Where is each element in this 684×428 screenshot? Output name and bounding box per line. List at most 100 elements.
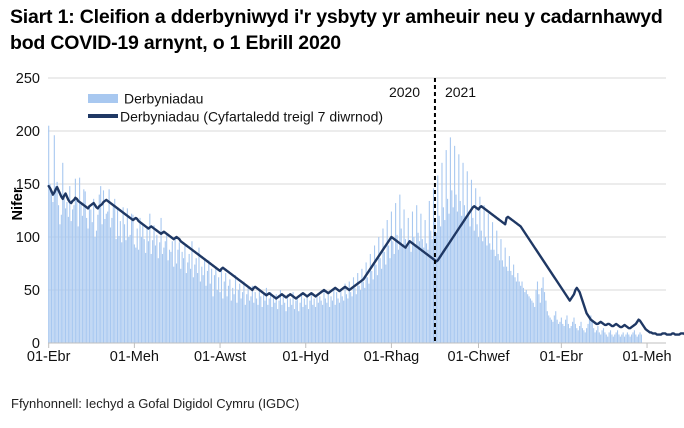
y-tick-label: 200 <box>16 124 40 140</box>
bar <box>98 194 100 343</box>
bar <box>240 298 242 343</box>
y-tick-label: 250 <box>16 71 40 87</box>
bar <box>609 330 612 343</box>
bar <box>306 296 308 343</box>
legend-item[interactable]: Derbyniadau <box>88 89 203 106</box>
bar <box>355 294 357 343</box>
bar <box>558 323 560 343</box>
legend-label: Derbyniadau <box>124 90 204 107</box>
bar <box>324 298 326 343</box>
bar <box>244 304 246 343</box>
bar <box>76 200 78 343</box>
bar <box>393 253 395 343</box>
bar <box>489 243 491 343</box>
bar <box>626 332 628 343</box>
bar <box>140 237 142 343</box>
bar <box>219 292 221 343</box>
source-note: Ffynhonnell: Iechyd a Gofal Digidol Cymr… <box>11 396 300 411</box>
bar <box>579 326 581 343</box>
bar <box>352 277 355 343</box>
bar <box>208 260 210 343</box>
bar <box>229 279 231 343</box>
bar <box>52 202 54 343</box>
bar <box>538 294 540 343</box>
bar <box>288 306 290 343</box>
bar <box>168 249 171 343</box>
bar <box>156 234 158 343</box>
bar <box>580 321 582 343</box>
bar <box>344 283 346 343</box>
bar <box>607 336 609 343</box>
bar <box>528 296 530 343</box>
bar <box>125 240 127 343</box>
bar <box>100 186 102 343</box>
bar <box>510 270 512 343</box>
legend-bar-swatch-icon <box>88 93 118 103</box>
bar <box>109 227 112 343</box>
bar <box>438 215 440 343</box>
bar <box>128 237 130 343</box>
bar <box>410 251 412 343</box>
bar <box>254 292 256 343</box>
bar <box>497 253 499 343</box>
bar <box>66 202 68 343</box>
bar <box>583 330 585 343</box>
bar <box>338 302 340 343</box>
bar <box>86 217 88 343</box>
bar <box>590 315 592 343</box>
bar <box>147 241 149 343</box>
bar <box>79 177 81 343</box>
bar <box>173 266 175 343</box>
bar <box>112 205 114 343</box>
y-tick-label: 100 <box>16 230 40 246</box>
bar <box>486 245 488 343</box>
bar <box>317 302 319 343</box>
bar <box>77 226 79 343</box>
bar <box>278 300 280 343</box>
bar <box>382 228 384 343</box>
bar <box>146 228 148 343</box>
bar <box>56 181 58 343</box>
bar <box>188 253 190 343</box>
bar <box>508 256 510 343</box>
bar <box>452 207 454 343</box>
bar <box>227 285 230 343</box>
bar <box>340 290 342 343</box>
bar <box>197 273 199 343</box>
bar <box>477 237 480 343</box>
bar <box>116 209 119 343</box>
bar <box>104 218 106 343</box>
bar <box>615 332 617 343</box>
bar <box>241 292 244 343</box>
bar <box>299 302 301 343</box>
bar <box>365 262 367 343</box>
bar <box>524 292 526 343</box>
bar <box>326 302 328 343</box>
x-tick-label: 01-Ebr <box>26 349 71 365</box>
x-tick-label: 01-Rhag <box>363 349 420 365</box>
x-tick-label: 01-Meh <box>109 349 159 365</box>
bar <box>277 309 279 343</box>
bar <box>260 296 262 343</box>
bar <box>371 270 373 343</box>
bar <box>88 207 90 343</box>
bar <box>157 258 159 343</box>
legend-item[interactable]: Derbyniadau (Cyfartaledd treigl 7 diwrno… <box>88 107 383 124</box>
bar <box>323 290 325 343</box>
bar <box>545 300 547 343</box>
bar <box>303 298 305 343</box>
bar <box>430 230 432 343</box>
bar <box>625 334 627 343</box>
bar <box>237 290 239 343</box>
bar <box>97 214 99 343</box>
y-tick-label: 0 <box>32 336 40 352</box>
bar <box>448 213 450 343</box>
bar <box>136 228 138 343</box>
bar <box>129 234 131 343</box>
bar <box>461 215 463 343</box>
bar <box>574 323 576 343</box>
bar <box>212 296 214 343</box>
bar <box>378 237 380 343</box>
bar <box>171 241 173 343</box>
bar <box>222 298 224 343</box>
